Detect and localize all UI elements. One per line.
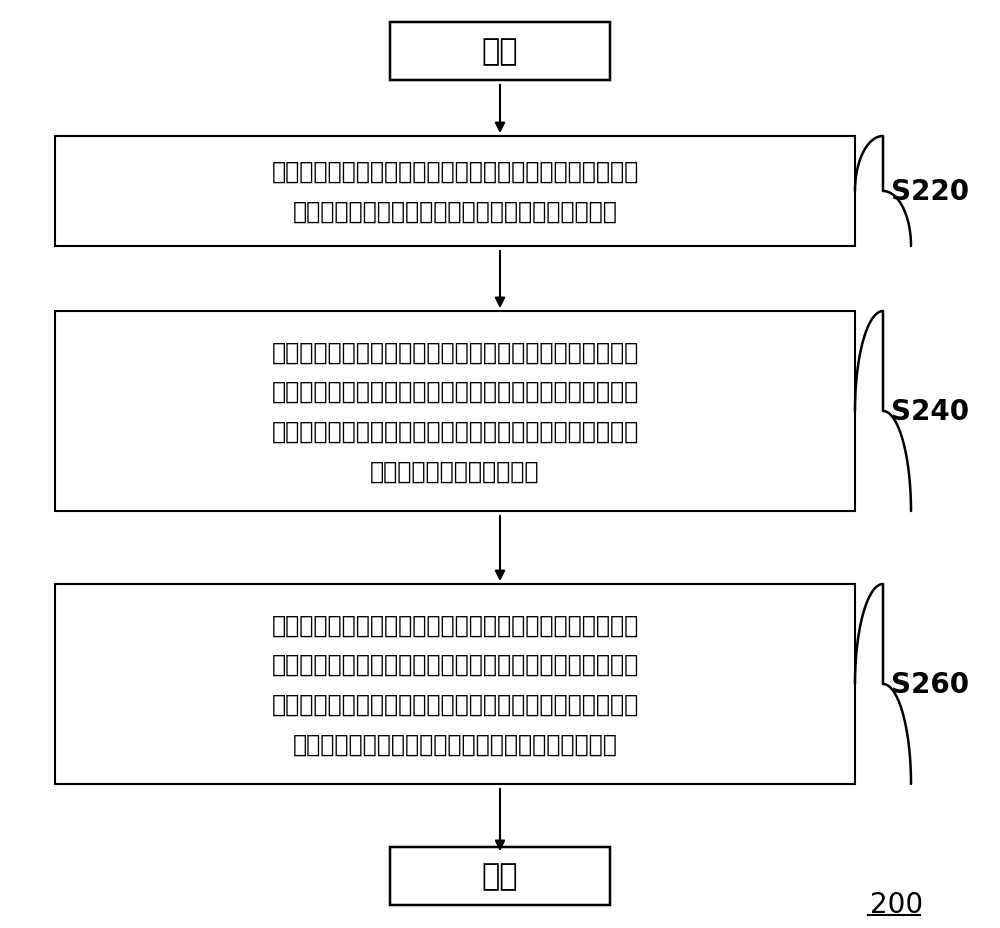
Bar xyxy=(55,312,855,511)
Text: 该体重和身高信息所对应的各项计步参数的第一閘值: 该体重和身高信息所对应的各项计步参数的第一閘值 xyxy=(293,200,617,224)
Text: 获取用户输入的体重和身高信息，并根据计步閘值模型得到: 获取用户输入的体重和身高信息，并根据计步閘值模型得到 xyxy=(271,160,639,184)
Text: 应参数的所述第一閘值，反之则设定为所述第二閘值: 应参数的所述第一閘值，反之则设定为所述第二閘值 xyxy=(293,731,617,755)
Text: 结束: 结束 xyxy=(482,861,518,891)
FancyBboxPatch shape xyxy=(390,23,610,81)
Text: 门限，则将对应运动模式下各计步参数的计步閘值设定为对: 门限，则将对应运动模式下各计步参数的计步閘值设定为对 xyxy=(271,692,639,716)
Text: 差值，若所有计步参数的该第一差值都小于对应的第一差值: 差值，若所有计步参数的该第一差值都小于对应的第一差值 xyxy=(271,652,639,677)
Text: 对于各项计步参数，分别计算其第一閘值与第二閘值的第一: 对于各项计步参数，分别计算其第一閘值与第二閘值的第一 xyxy=(271,613,639,637)
Text: 200: 200 xyxy=(870,890,923,918)
Text: 获取用户在移动终端中设定的运动模式，并分别统计用户在: 获取用户在移动终端中设定的运动模式，并分别统计用户在 xyxy=(271,341,639,365)
Text: S260: S260 xyxy=(891,670,969,698)
Text: 并从中统计出各项计步参数的第二閘值，其中，所述运动模: 并从中统计出各项计步参数的第二閘值，其中，所述运动模 xyxy=(271,419,639,444)
Text: 式包括跑步模式和行走模式: 式包括跑步模式和行走模式 xyxy=(370,458,540,483)
Text: S220: S220 xyxy=(891,178,969,206)
Bar xyxy=(55,585,855,784)
Bar xyxy=(55,136,855,247)
FancyBboxPatch shape xyxy=(390,847,610,905)
Text: 开始: 开始 xyxy=(482,37,518,67)
Text: 不同运动模式下运动时加速度传感器采集的步态波动数据，: 不同运动模式下运动时加速度传感器采集的步态波动数据， xyxy=(271,380,639,404)
Text: S240: S240 xyxy=(891,397,969,426)
